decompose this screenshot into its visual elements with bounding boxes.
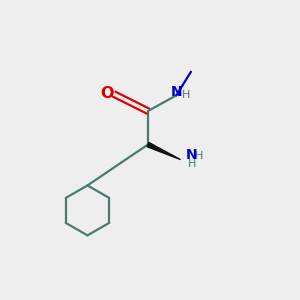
Text: N: N [171,85,183,99]
Text: O: O [100,86,114,101]
Polygon shape [147,142,181,160]
Text: H: H [182,90,190,100]
Text: N: N [186,148,197,162]
Text: H: H [195,152,203,161]
Text: H: H [188,159,196,169]
